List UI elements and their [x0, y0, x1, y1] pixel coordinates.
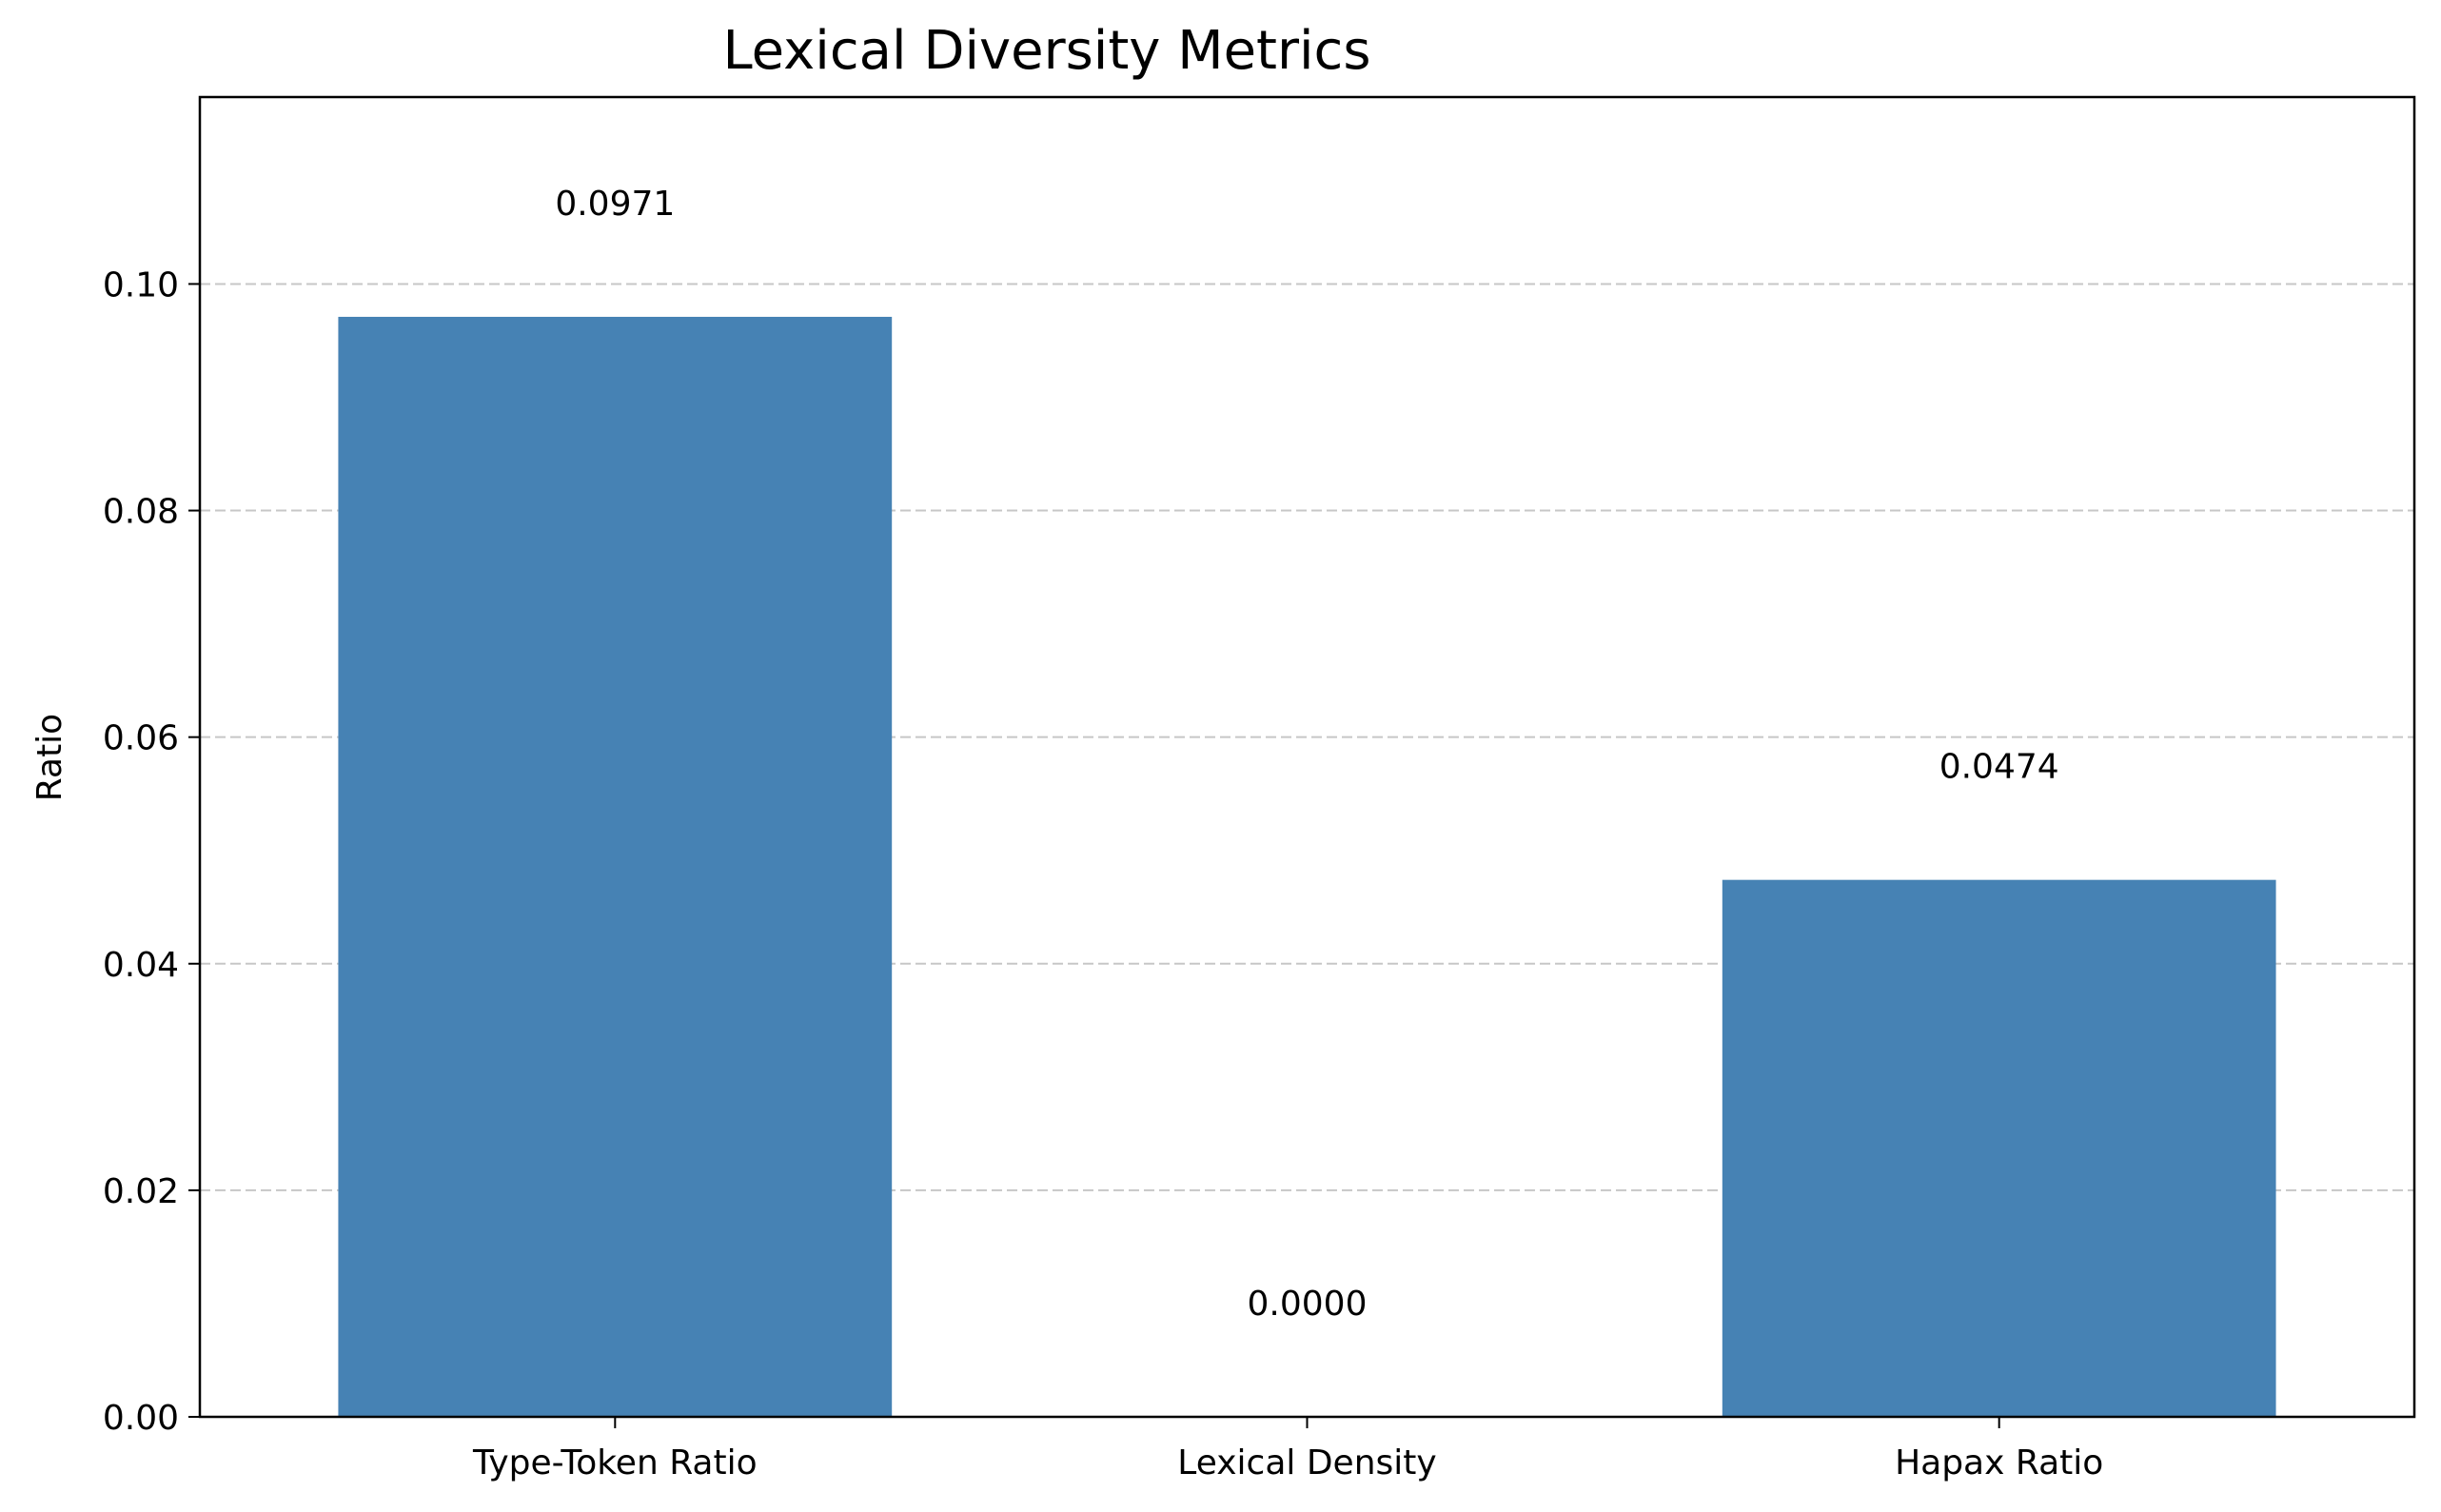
- bar: [338, 316, 893, 1417]
- x-tick-label: Lexical Density: [1177, 1443, 1436, 1483]
- x-tick-label: Type-Token Ratio: [472, 1443, 758, 1483]
- y-tick-label: 0.08: [103, 493, 179, 532]
- y-axis: 0.00 0.02 0.04 0.06 0.08 0.10: [103, 265, 200, 1438]
- bars: [338, 316, 2276, 1417]
- chart-title: Lexical Diversity Metrics: [722, 20, 1370, 82]
- y-tick-label: 0.10: [103, 265, 179, 304]
- value-label: 0.0000: [1248, 1285, 1368, 1324]
- value-label: 0.0474: [1939, 748, 2059, 787]
- x-axis: Type-Token Ratio Lexical Density Hapax Rat…: [472, 1417, 2103, 1483]
- y-tick-label: 0.00: [103, 1399, 179, 1438]
- value-labels: 0.0971 0.0000 0.0474: [555, 185, 2058, 1324]
- plot-frame: [198, 95, 2416, 1419]
- y-axis-label: Ratio: [30, 714, 69, 801]
- y-tick-label: 0.06: [103, 719, 179, 758]
- y-tick-label: 0.02: [103, 1172, 179, 1211]
- bar: [1722, 879, 2276, 1417]
- value-label: 0.0971: [555, 185, 675, 224]
- y-tick-label: 0.04: [103, 946, 179, 985]
- x-tick-label: Hapax Ratio: [1895, 1443, 2103, 1483]
